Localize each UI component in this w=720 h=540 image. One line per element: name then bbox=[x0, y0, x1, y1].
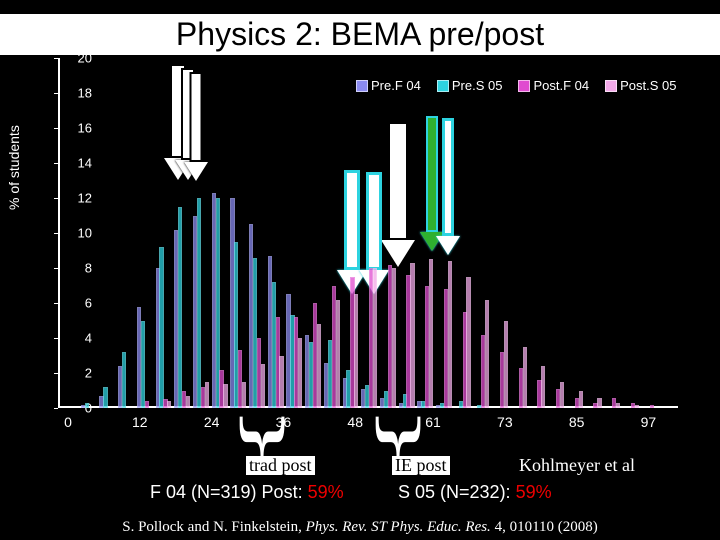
y-tick: 20 bbox=[78, 51, 92, 66]
bar-post_s05 bbox=[205, 382, 209, 408]
label-f04-value: 59% bbox=[308, 482, 344, 502]
y-tick-mark bbox=[54, 93, 58, 94]
legend-item: Post.S 05 bbox=[605, 78, 684, 93]
legend-swatch bbox=[605, 80, 617, 92]
legend: Pre.F 04 Pre.S 05 Post.F 04 Post.S 05 bbox=[356, 78, 692, 95]
legend-item: Pre.F 04 bbox=[356, 78, 429, 93]
bar-post_s05 bbox=[186, 396, 190, 408]
legend-label: Pre.S 05 bbox=[452, 78, 503, 93]
bar-post_s05 bbox=[223, 384, 227, 409]
x-tick: 48 bbox=[347, 414, 363, 430]
bar-post_s05 bbox=[504, 321, 508, 409]
bar-post_s05 bbox=[373, 268, 377, 408]
bar-post_s05 bbox=[616, 403, 620, 408]
brace-1: } bbox=[374, 414, 429, 458]
bar-post_s05 bbox=[429, 259, 433, 408]
bar-post_s05 bbox=[242, 382, 246, 408]
label-f04-prefix: F 04 (N=319) Post: bbox=[150, 482, 308, 502]
bar-post_s05 bbox=[466, 277, 470, 408]
y-tick: 2 bbox=[85, 366, 92, 381]
legend-label: Post.S 05 bbox=[620, 78, 676, 93]
bar-post_s05 bbox=[560, 382, 564, 408]
legend-label: Pre.F 04 bbox=[371, 78, 421, 93]
y-tick-mark bbox=[54, 128, 58, 129]
bar-post_f04 bbox=[650, 405, 654, 409]
label-s05: S 05 (N=232): 59% bbox=[398, 482, 552, 503]
x-tick: 24 bbox=[204, 414, 220, 430]
legend-swatch bbox=[356, 80, 368, 92]
label-kohlmeyer: Kohlmeyer et al bbox=[516, 456, 638, 475]
label-s05-value: 59% bbox=[516, 482, 552, 502]
bar-post_s05 bbox=[279, 356, 283, 409]
y-tick-mark bbox=[54, 303, 58, 304]
bar-post_s05 bbox=[298, 338, 302, 408]
citation-authors: S. Pollock and N. Finkelstein, bbox=[122, 519, 305, 535]
legend-swatch bbox=[437, 80, 449, 92]
bar-post_s05 bbox=[635, 405, 639, 409]
legend-label: Post.F 04 bbox=[533, 78, 589, 93]
label-f04: F 04 (N=319) Post: 59% bbox=[150, 482, 344, 503]
y-tick-mark bbox=[54, 163, 58, 164]
y-tick: 4 bbox=[85, 331, 92, 346]
citation-journal: Phys. Rev. ST Phys. Educ. Res. bbox=[306, 519, 491, 535]
brace-0: } bbox=[238, 414, 293, 458]
bar-pre_s05 bbox=[122, 352, 126, 408]
legend-item: Post.F 04 bbox=[518, 78, 597, 93]
legend-swatch bbox=[518, 80, 530, 92]
slide-root: Physics 2: BEMA pre/post % of students P… bbox=[0, 0, 720, 540]
label-trad-post: trad post bbox=[246, 456, 315, 475]
bar-post_s05 bbox=[261, 364, 265, 408]
bar-pre_s05 bbox=[159, 247, 163, 408]
bar-post_s05 bbox=[541, 366, 545, 408]
y-tick: 10 bbox=[78, 226, 92, 241]
y-tick-mark bbox=[54, 373, 58, 374]
bar-post_s05 bbox=[167, 401, 171, 408]
bar-pre_s05 bbox=[178, 207, 182, 408]
bar-post_s05 bbox=[597, 398, 601, 409]
label-ie-post: IE post bbox=[392, 456, 450, 475]
bar-post_s05 bbox=[336, 300, 340, 409]
label-s05-prefix: S 05 (N=232): bbox=[398, 482, 516, 502]
citation-rest: 4, 010110 (2008) bbox=[491, 519, 598, 535]
slide-title: Physics 2: BEMA pre/post bbox=[0, 14, 720, 55]
bar-post_s05 bbox=[354, 294, 358, 408]
bar-pre_s05 bbox=[85, 403, 89, 408]
x-tick: 12 bbox=[132, 414, 148, 430]
y-tick-mark bbox=[54, 408, 58, 409]
bar-post_s05 bbox=[579, 391, 583, 409]
y-tick-mark bbox=[54, 58, 58, 59]
bar-post_s05 bbox=[317, 324, 321, 408]
y-tick-mark bbox=[54, 338, 58, 339]
y-tick: 8 bbox=[85, 261, 92, 276]
y-tick: 6 bbox=[85, 296, 92, 311]
bar-post_s05 bbox=[523, 347, 527, 408]
y-tick: 14 bbox=[78, 156, 92, 171]
y-tick-mark bbox=[54, 198, 58, 199]
bar-post_s05 bbox=[448, 261, 452, 408]
citation: S. Pollock and N. Finkelstein, Phys. Rev… bbox=[0, 519, 720, 536]
legend-item: Pre.S 05 bbox=[437, 78, 511, 93]
bar-pre_s05 bbox=[197, 198, 201, 408]
bar-post_s05 bbox=[410, 263, 414, 408]
bar-post_s05 bbox=[392, 268, 396, 408]
x-tick: 0 bbox=[64, 414, 72, 430]
y-axis-label: % of students bbox=[6, 125, 22, 210]
bar-pre_s05 bbox=[103, 387, 107, 408]
x-tick: 97 bbox=[641, 414, 657, 430]
bar-pre_s05 bbox=[141, 321, 145, 409]
x-tick: 85 bbox=[569, 414, 585, 430]
y-tick-mark bbox=[54, 233, 58, 234]
y-tick: 18 bbox=[78, 86, 92, 101]
y-tick: 12 bbox=[78, 191, 92, 206]
y-tick-mark bbox=[54, 268, 58, 269]
bar-post_f04 bbox=[145, 401, 149, 408]
y-axis-line bbox=[58, 58, 60, 408]
bar-post_s05 bbox=[485, 300, 489, 409]
y-tick: 16 bbox=[78, 121, 92, 136]
x-tick: 73 bbox=[497, 414, 513, 430]
